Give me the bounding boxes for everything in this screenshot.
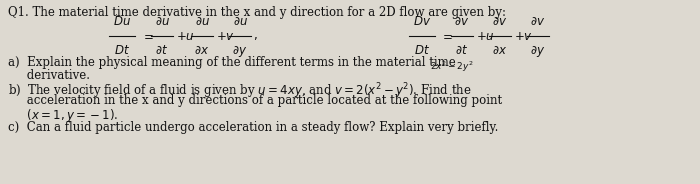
Text: $(x=1, y=-1)$.: $(x=1, y=-1)$. bbox=[8, 107, 118, 124]
Text: c)  Can a fluid particle undergo acceleration in a steady flow? Explain very bri: c) Can a fluid particle undergo accelera… bbox=[8, 121, 498, 134]
Text: acceleration in the x and y directions of a particle located at the following po: acceleration in the x and y directions o… bbox=[8, 94, 502, 107]
Text: $\partial y$: $\partial y$ bbox=[531, 44, 545, 59]
Text: $\partial v$: $\partial v$ bbox=[531, 15, 545, 28]
Text: $+v$: $+v$ bbox=[216, 29, 235, 43]
Text: Q1. The material time derivative in the x and y direction for a 2D flow are give: Q1. The material time derivative in the … bbox=[8, 6, 506, 19]
Text: $\partial t$: $\partial t$ bbox=[456, 44, 468, 57]
Text: $\partial u$: $\partial u$ bbox=[232, 15, 248, 28]
Text: $+v$: $+v$ bbox=[514, 29, 533, 43]
Text: $\partial u$: $\partial u$ bbox=[195, 15, 209, 28]
Text: $=$: $=$ bbox=[141, 29, 154, 43]
Text: $\partial v$: $\partial v$ bbox=[492, 15, 508, 28]
Text: $2x^2-2y^2$: $2x^2-2y^2$ bbox=[430, 60, 474, 74]
Text: a)  Explain the physical meaning of the different terms in the material time: a) Explain the physical meaning of the d… bbox=[8, 56, 456, 69]
Text: $\partial v$: $\partial v$ bbox=[454, 15, 470, 28]
Text: b)  The velocity field of a fluid is given by $u=4xy$, and $v=2(x^2-y^2)$. Find : b) The velocity field of a fluid is give… bbox=[8, 81, 472, 101]
Text: $\partial t$: $\partial t$ bbox=[155, 44, 169, 57]
Text: derivative.: derivative. bbox=[8, 69, 90, 82]
Text: $Dv$: $Dv$ bbox=[413, 15, 431, 28]
Text: $+u$: $+u$ bbox=[476, 29, 495, 43]
Text: $Dt$: $Dt$ bbox=[114, 44, 130, 57]
Text: $\partial x$: $\partial x$ bbox=[492, 44, 508, 57]
Text: $,$: $,$ bbox=[253, 29, 258, 43]
Text: $\partial y$: $\partial y$ bbox=[232, 44, 248, 59]
Text: $=$: $=$ bbox=[440, 29, 453, 43]
Text: $\partial u$: $\partial u$ bbox=[155, 15, 169, 28]
Text: $\partial x$: $\partial x$ bbox=[195, 44, 209, 57]
Text: $+u$: $+u$ bbox=[176, 29, 195, 43]
Text: $Dt$: $Dt$ bbox=[414, 44, 430, 57]
Text: $Du$: $Du$ bbox=[113, 15, 131, 28]
